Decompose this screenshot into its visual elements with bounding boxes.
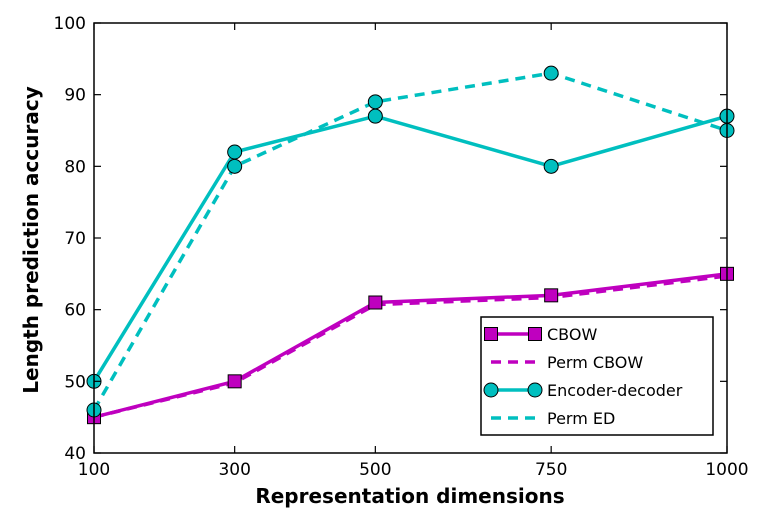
y-tick-label: 50 [64,372,86,392]
legend-marker-cbow [484,327,498,341]
x-tick-label: 100 [78,460,110,480]
legend-label-perm-cbow: Perm CBOW [547,353,643,372]
axes: 100 300 500 750 1000 40 50 60 70 80 90 100 [54,14,749,480]
y-tick-label: 80 [64,157,86,177]
x-tick-label: 1000 [705,460,748,480]
legend-label-cbow: CBOW [547,325,597,344]
legend-marker-encoder-decoder [483,382,499,398]
legend-label-encoder-decoder: Encoder-decoder [547,381,683,400]
point-perm-ed [367,94,383,110]
legend-box [480,316,714,436]
x-tick-label: 300 [218,460,250,480]
y-tick-label: 60 [64,301,86,321]
point-encoder-decoder [227,144,243,160]
point-perm-ed [227,158,243,174]
x-tick-label: 750 [535,460,567,480]
legend-marker-cbow [528,327,542,341]
y-tick-label: 90 [64,86,86,106]
y-tick-label: 100 [54,14,86,34]
point-encoder-decoder [543,158,559,174]
point-perm-ed [543,65,559,81]
point-cbow [368,295,383,310]
y-axis-title: Length prediction accuracy [19,86,43,393]
y-tick-label: 70 [64,229,86,249]
point-cbow [227,374,242,389]
legend-label-perm-ed: Perm ED [547,409,615,428]
point-cbow [544,288,559,303]
x-axis-title: Representation dimensions [255,484,564,508]
legend: CBOW Perm CBOW Encoder-decoder Perm ED [480,316,714,436]
series-line-perm-ed [92,71,728,411]
legend-marker-encoder-decoder [527,382,543,398]
point-encoder-decoder [367,108,383,124]
x-tick-label: 500 [359,460,391,480]
y-tick-label: 40 [64,444,86,464]
